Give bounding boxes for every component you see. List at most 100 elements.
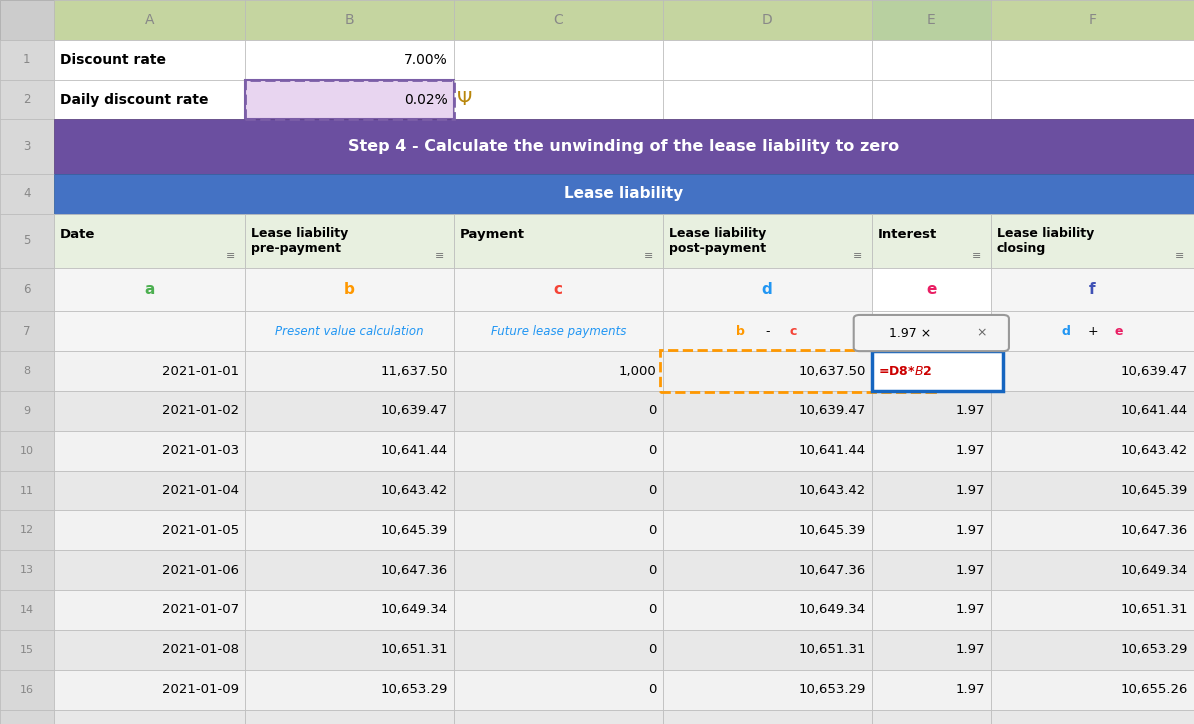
Bar: [663, 268, 872, 311]
Bar: [54, 311, 245, 351]
Bar: [454, 311, 663, 351]
Text: 2021-01-09: 2021-01-09: [162, 683, 239, 696]
Text: Present value calculation: Present value calculation: [275, 325, 424, 337]
Bar: [0, 214, 54, 268]
Bar: [54, 630, 245, 670]
Text: 1.97: 1.97: [955, 644, 985, 656]
Text: 10,639.47: 10,639.47: [799, 405, 866, 417]
Text: Future lease payments: Future lease payments: [491, 325, 626, 337]
Bar: [663, 0, 872, 40]
Text: c: c: [789, 325, 798, 337]
Text: 0: 0: [648, 604, 657, 616]
Bar: [991, 471, 1194, 510]
Bar: [991, 431, 1194, 471]
Text: 15: 15: [20, 645, 33, 654]
Bar: [663, 431, 872, 471]
Bar: [872, 391, 991, 431]
Bar: [0, 431, 54, 471]
Bar: [872, 0, 991, 40]
Bar: [54, 670, 245, 710]
Text: 10,651.31: 10,651.31: [798, 644, 866, 656]
Text: 1.97: 1.97: [955, 405, 985, 417]
Bar: [454, 268, 663, 311]
Text: =D8*$B$2: =D8*$B$2: [878, 365, 931, 377]
Bar: [872, 268, 991, 311]
Text: F: F: [1089, 13, 1096, 27]
Bar: [991, 391, 1194, 431]
Text: 14: 14: [20, 605, 33, 615]
Text: +: +: [1088, 325, 1097, 337]
Bar: [0, 510, 54, 550]
Text: 1.97: 1.97: [955, 484, 985, 497]
Text: 0: 0: [648, 445, 657, 457]
Text: 8: 8: [24, 366, 30, 376]
Text: 10,649.34: 10,649.34: [1121, 564, 1188, 576]
Text: 7.00%: 7.00%: [404, 53, 448, 67]
Text: Interest: Interest: [878, 228, 937, 241]
Bar: [991, 351, 1194, 391]
Text: 3: 3: [23, 140, 31, 153]
Text: 1,000: 1,000: [618, 365, 657, 377]
Bar: [54, 510, 245, 550]
Text: Discount rate: Discount rate: [60, 53, 166, 67]
Text: ≡: ≡: [435, 251, 444, 261]
Text: 10,653.29: 10,653.29: [1121, 644, 1188, 656]
Bar: [245, 351, 454, 391]
Text: 0: 0: [648, 484, 657, 497]
Text: ≡: ≡: [853, 251, 862, 261]
Bar: [660, 350, 935, 392]
Bar: [454, 590, 663, 630]
Bar: [872, 590, 991, 630]
Bar: [663, 80, 872, 119]
Text: Date: Date: [60, 228, 96, 241]
Bar: [0, 670, 54, 710]
Text: Lease liability: Lease liability: [565, 186, 683, 201]
Text: 10,655.26: 10,655.26: [1121, 683, 1188, 696]
Bar: [663, 670, 872, 710]
Text: Lease liability
closing: Lease liability closing: [997, 227, 1094, 255]
Bar: [54, 431, 245, 471]
Text: C: C: [553, 13, 564, 27]
Text: 1.98: 1.98: [955, 723, 985, 724]
Bar: [663, 214, 872, 268]
Text: 2021-01-05: 2021-01-05: [161, 524, 239, 536]
Text: b: b: [737, 325, 745, 337]
Bar: [54, 471, 245, 510]
Bar: [872, 40, 991, 80]
Text: 10,657.24: 10,657.24: [1121, 723, 1188, 724]
Bar: [0, 351, 54, 391]
Bar: [991, 510, 1194, 550]
Text: 1: 1: [23, 54, 31, 66]
Text: 10,655.26: 10,655.26: [799, 723, 866, 724]
Text: 10,639.47: 10,639.47: [381, 405, 448, 417]
Text: Daily discount rate: Daily discount rate: [60, 93, 208, 106]
Text: 16: 16: [20, 685, 33, 694]
Bar: [872, 510, 991, 550]
Bar: [245, 80, 454, 119]
Bar: [454, 214, 663, 268]
Text: 10,645.39: 10,645.39: [1121, 484, 1188, 497]
Bar: [454, 351, 663, 391]
Bar: [991, 550, 1194, 590]
Bar: [872, 311, 991, 351]
Bar: [54, 268, 245, 311]
Bar: [54, 0, 245, 40]
Bar: [54, 119, 1194, 174]
Text: 10,643.42: 10,643.42: [381, 484, 448, 497]
Text: d: d: [1061, 325, 1071, 337]
Bar: [245, 391, 454, 431]
Bar: [54, 391, 245, 431]
Bar: [54, 351, 245, 391]
Text: 11,637.50: 11,637.50: [380, 365, 448, 377]
Bar: [872, 351, 991, 391]
Bar: [663, 550, 872, 590]
Text: 12: 12: [20, 526, 33, 535]
Bar: [245, 510, 454, 550]
Text: 0.02%: 0.02%: [404, 93, 448, 106]
Text: c: c: [554, 282, 562, 297]
Bar: [454, 431, 663, 471]
Text: B: B: [344, 13, 355, 27]
Bar: [454, 510, 663, 550]
Text: ≡: ≡: [972, 251, 981, 261]
Text: 10,649.34: 10,649.34: [799, 604, 866, 616]
